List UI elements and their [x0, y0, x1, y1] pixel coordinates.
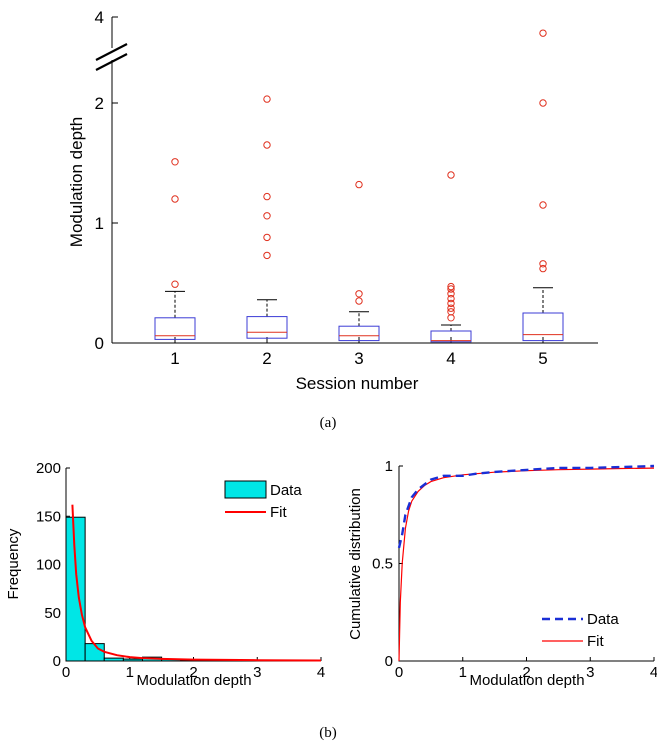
legend-swatch-data — [224, 480, 267, 499]
legend-label-data: Data — [270, 482, 302, 499]
outlier-point — [263, 233, 271, 242]
histogram-xlabel: Modulation depth — [136, 672, 251, 689]
outlier-point — [263, 192, 271, 201]
outlier-point — [539, 260, 547, 268]
outlier-point — [171, 158, 179, 166]
x-tick-label: 1 — [170, 349, 179, 368]
cdf-fit-line — [398, 467, 655, 662]
x-tick-label: 3 — [354, 349, 363, 368]
histogram-bar — [84, 643, 105, 662]
caption-a: (a) — [320, 415, 337, 431]
x-tick-label: 2 — [189, 664, 197, 681]
axis-break-mark — [95, 43, 128, 71]
x-tick-label: 5 — [538, 349, 547, 368]
outlier-point — [447, 294, 455, 303]
box-session-5 — [522, 29, 564, 344]
outlier-point — [447, 171, 455, 179]
outlier-point — [447, 290, 455, 298]
histogram-bar — [122, 658, 143, 662]
cdf-axes — [398, 466, 654, 662]
outlier-point — [263, 251, 271, 260]
cdf-ylabel: Cumulative distribution — [347, 488, 364, 640]
y-tick-label: 50 — [44, 605, 61, 622]
histogram-ylabel: Frequency — [5, 528, 22, 599]
box-session-3 — [338, 180, 380, 344]
y-tick-label: 0 — [385, 653, 393, 670]
x-tick-label: 2 — [262, 349, 271, 368]
x-tick-label: 2 — [522, 664, 530, 681]
y-tick-label: 0.5 — [372, 556, 393, 573]
caption-b: (b) — [319, 725, 337, 741]
outlier-point — [539, 99, 547, 107]
boxplot-panel: 0 1 2 4 1 2 3 4 5 Session number Modulation dept… — [67, 8, 598, 431]
box — [154, 317, 196, 340]
outlier-point — [447, 285, 455, 293]
x-tick-label: 4 — [446, 349, 455, 368]
box-session-2 — [246, 95, 288, 344]
outlier-point — [263, 95, 271, 103]
y-tick-label: 1 — [95, 214, 104, 233]
cdf-data-line — [397, 464, 655, 549]
y-tick-label: 1 — [385, 458, 393, 475]
x-tick-label: 4 — [317, 664, 325, 681]
box — [522, 312, 564, 342]
outlier-point — [447, 314, 455, 322]
outlier-point — [447, 282, 455, 291]
cdf-xlabel: Modulation depth — [469, 672, 584, 689]
histogram-panel: 0 50 100 150 200 0 1 2 3 4 Data Fit Modulation de… — [5, 460, 325, 689]
y-tick-label: 4 — [95, 8, 104, 27]
cdf-panel: 0 0.5 1 0 1 2 3 4 Data Fit Modulation depth Cum… — [347, 458, 657, 689]
outlier-point — [539, 29, 547, 37]
outlier-point — [355, 180, 363, 189]
outlier-point — [263, 141, 271, 149]
x-tick-label: 3 — [586, 664, 594, 681]
legend-label-fit: Fit — [587, 633, 604, 650]
box — [246, 316, 288, 339]
legend-label-data: Data — [587, 611, 619, 628]
outlier-point — [539, 201, 547, 209]
x-tick-label: 0 — [62, 664, 70, 681]
histogram-legend: Data Fit — [224, 480, 302, 521]
y-tick-label: 150 — [36, 508, 61, 525]
boxplot-ylabel: Modulation depth — [67, 117, 86, 247]
cdf-legend: Data Fit — [542, 611, 619, 650]
y-tick-label: 200 — [36, 460, 61, 477]
boxplot-xlabel: Session number — [296, 374, 419, 393]
legend-label-fit: Fit — [270, 504, 287, 521]
histogram-fit-line — [71, 504, 322, 662]
histogram-bar — [103, 657, 124, 662]
x-tick-label: 3 — [253, 664, 261, 681]
x-tick-label: 4 — [650, 664, 657, 681]
box — [430, 330, 472, 343]
box-session-4 — [430, 171, 472, 344]
outlier-point — [447, 299, 455, 308]
outlier-point — [447, 308, 455, 316]
x-tick-label: 1 — [459, 664, 467, 681]
y-tick-label: 2 — [95, 94, 104, 113]
x-tick-label: 0 — [395, 664, 403, 681]
y-tick-label: 100 — [36, 557, 61, 574]
outlier-point — [447, 304, 455, 312]
box-session-1 — [154, 158, 196, 344]
y-tick-label: 0 — [53, 653, 61, 670]
outlier-point — [171, 280, 179, 288]
histogram-bar — [65, 516, 86, 662]
box — [338, 325, 380, 342]
outlier-point — [355, 290, 363, 298]
y-tick-label: 0 — [95, 334, 104, 353]
outlier-point — [355, 297, 363, 305]
x-tick-label: 1 — [126, 664, 134, 681]
outlier-point — [539, 264, 547, 273]
outlier-point — [171, 195, 179, 203]
outlier-point — [263, 212, 271, 220]
